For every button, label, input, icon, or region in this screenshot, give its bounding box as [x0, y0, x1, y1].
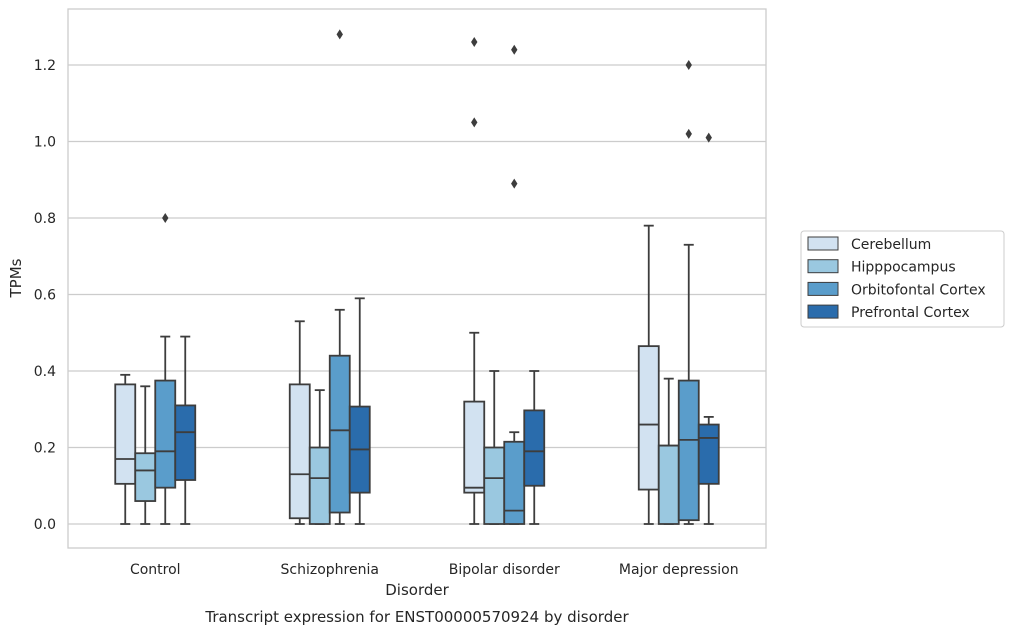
- legend: Cerebellum Hipppocampus Orbitofontal Corte…: [800, 230, 1005, 328]
- x-tick-label: Major depression: [619, 562, 739, 578]
- box-orbitofontal-cortex: [503, 44, 526, 525]
- box-iqr: [114, 383, 137, 485]
- box-prefrontal-cortex: [523, 370, 546, 525]
- legend-frame: [800, 230, 1005, 328]
- box-iqr: [134, 452, 157, 502]
- box-iqr: [154, 379, 177, 489]
- legend-swatch: [807, 259, 839, 274]
- box-iqr: [483, 446, 506, 525]
- box-prefrontal-cortex: [348, 297, 371, 525]
- box-iqr: [308, 446, 331, 525]
- box-cerebellum: [288, 320, 311, 525]
- y-tick-label: 1.0: [34, 135, 56, 151]
- outlier-point: [471, 37, 478, 48]
- y-tick-label: 0.6: [34, 288, 56, 304]
- box-cerebellum: [114, 373, 137, 525]
- outlier-point: [705, 132, 712, 143]
- legend-label: Cerebellum: [851, 237, 931, 253]
- x-tick-label: Bipolar disorder: [449, 562, 560, 578]
- box-iqr: [657, 444, 680, 525]
- box-iqr: [288, 383, 311, 520]
- legend-swatch: [807, 236, 839, 251]
- x-tick-label: Control: [130, 562, 181, 578]
- box-series: [114, 29, 720, 525]
- outlier-point: [511, 44, 518, 55]
- outlier-point: [471, 117, 478, 128]
- outlier-point: [685, 60, 692, 70]
- y-axis-label: TPMs: [7, 258, 25, 298]
- outlier-point: [685, 128, 692, 139]
- box-prefrontal-cortex: [697, 132, 720, 525]
- legend-swatch: [807, 304, 839, 319]
- y-tick-label: 0.0: [34, 517, 56, 533]
- y-tick-label: 1.2: [34, 58, 56, 74]
- box-iqr: [174, 404, 197, 481]
- box-orbitofontal-cortex: [154, 213, 177, 525]
- box-iqr: [463, 400, 486, 494]
- box-hipppocampus: [657, 377, 680, 525]
- y-tick-label: 0.4: [34, 364, 56, 380]
- y-tick-label: 0.8: [34, 211, 56, 227]
- box-iqr: [637, 345, 660, 491]
- legend-swatch: [807, 281, 839, 296]
- x-tick-label: Schizophrenia: [281, 562, 379, 578]
- box-iqr: [523, 409, 546, 487]
- outlier-point: [511, 178, 518, 189]
- box-hipppocampus: [483, 370, 506, 525]
- box-cerebellum: [463, 37, 486, 525]
- legend-label: Orbitofontal Cortex: [851, 282, 986, 298]
- plot-area-frame: [67, 8, 767, 549]
- box-hipppocampus: [308, 389, 331, 525]
- y-tick-label: 0.2: [34, 441, 56, 457]
- box-iqr: [677, 379, 700, 522]
- x-axis-ticks: Control Schizophrenia Bipolar disorder Majo…: [130, 562, 739, 578]
- y-axis-ticks: 0.0 0.2 0.4 0.6 0.8 1.0 1.2: [34, 58, 56, 533]
- legend-label: Hipppocampus: [851, 260, 956, 276]
- chart-title: Transcript expression for ENST0000057092…: [204, 608, 629, 626]
- box-iqr: [697, 423, 720, 485]
- box-iqr: [503, 440, 526, 525]
- box-cerebellum: [637, 224, 660, 525]
- box-hipppocampus: [134, 385, 157, 525]
- box-prefrontal-cortex: [174, 335, 197, 525]
- x-axis-label: Disorder: [385, 581, 449, 599]
- box-orbitofontal-cortex: [677, 60, 700, 525]
- box-orbitofontal-cortex: [328, 29, 351, 525]
- outlier-point: [336, 29, 343, 40]
- box-iqr: [328, 354, 351, 514]
- legend-label: Prefrontal Cortex: [851, 305, 970, 321]
- outlier-point: [162, 213, 169, 223]
